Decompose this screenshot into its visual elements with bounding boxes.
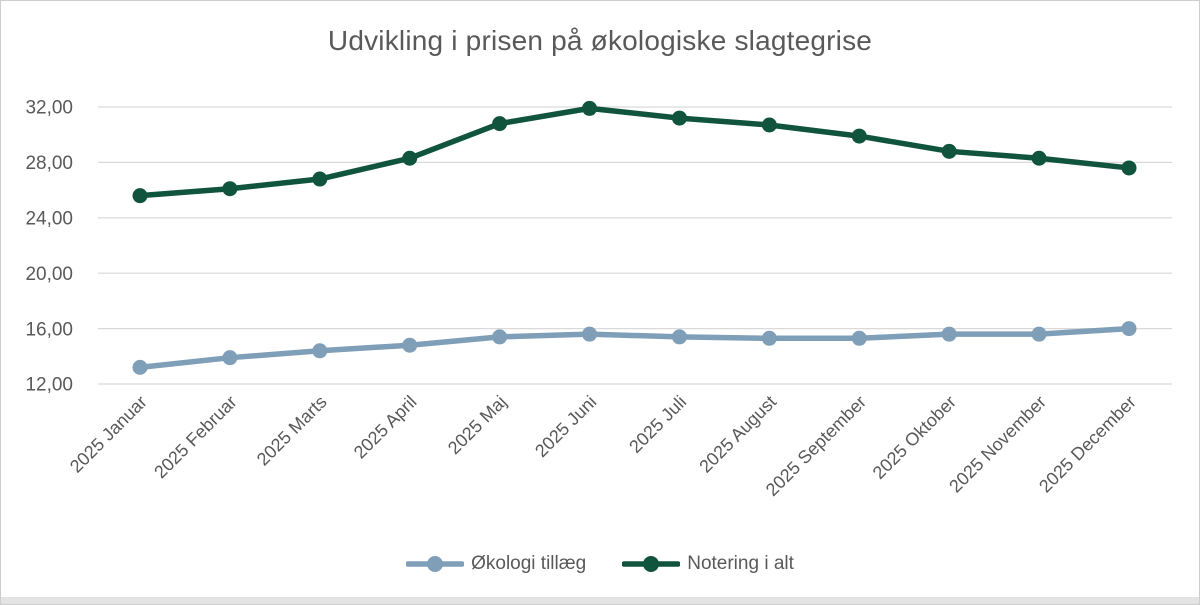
y-axis-tick-label: 32,00: [25, 98, 73, 119]
data-point: [492, 329, 508, 345]
legend-item-notering-i-alt: Notering i alt: [622, 553, 794, 575]
data-point: [761, 330, 777, 346]
y-axis-tick-label: 24,00: [25, 208, 73, 229]
x-axis-tick-label: 2025 Januar: [66, 392, 151, 477]
data-point: [312, 171, 328, 187]
data-point: [1031, 326, 1047, 342]
y-axis-tick-label: 20,00: [25, 264, 73, 285]
series-line-0: [137, 325, 1132, 371]
x-axis-tick-label: 2025 Februar: [150, 392, 241, 483]
data-point: [582, 100, 598, 116]
x-axis-tick-label: 2025 Marts: [253, 392, 331, 470]
x-axis-tick-label: 2025 April: [350, 392, 421, 463]
legend-line-marker-icon: [406, 556, 465, 572]
data-point: [671, 110, 687, 126]
x-axis-tick-label: 2025 Maj: [444, 392, 511, 459]
chart-title: Udvikling i prisen på økologiske slagteg…: [327, 25, 873, 56]
legend-line-marker-icon: [622, 556, 681, 572]
legend-label: Notering i alt: [687, 553, 794, 574]
legend-item-okologi-tillaeg: Økologi tillæg: [406, 553, 586, 575]
y-axis-tick-label: 16,00: [25, 319, 73, 340]
legend-label: Økologi tillæg: [471, 553, 587, 574]
data-point: [761, 117, 777, 133]
data-point: [1031, 150, 1047, 166]
data-point: [402, 337, 418, 353]
data-point: [222, 350, 238, 366]
data-point: [941, 326, 957, 342]
x-axis-tick-label: 2025 December: [1035, 392, 1140, 497]
data-point: [492, 116, 508, 132]
data-point: [941, 143, 957, 159]
x-axis-tick-label: 2025 November: [945, 392, 1050, 497]
data-point: [132, 359, 148, 375]
data-point: [1121, 321, 1137, 337]
legend: Økologi tillæg Notering i alt: [1, 553, 1199, 575]
data-point: [851, 128, 867, 144]
data-point: [132, 188, 148, 204]
x-axis-tick-label: 2025 Juli: [625, 392, 690, 457]
data-point: [222, 181, 238, 197]
data-point: [312, 343, 328, 359]
data-point: [851, 330, 867, 346]
x-axis-tick-label: 2025 Juni: [531, 392, 600, 461]
x-axis-tick-label: 2025 August: [695, 392, 780, 477]
y-axis-tick-label: 12,00: [25, 375, 73, 396]
data-point: [582, 326, 598, 342]
data-point: [402, 150, 418, 166]
data-point: [1121, 160, 1137, 176]
x-axis-tick-label: 2025 Oktober: [869, 392, 960, 483]
series-line-1: [137, 105, 1132, 199]
bottom-strip: [1, 597, 1199, 604]
y-axis-tick-label: 28,00: [25, 153, 73, 174]
data-point: [671, 329, 687, 345]
